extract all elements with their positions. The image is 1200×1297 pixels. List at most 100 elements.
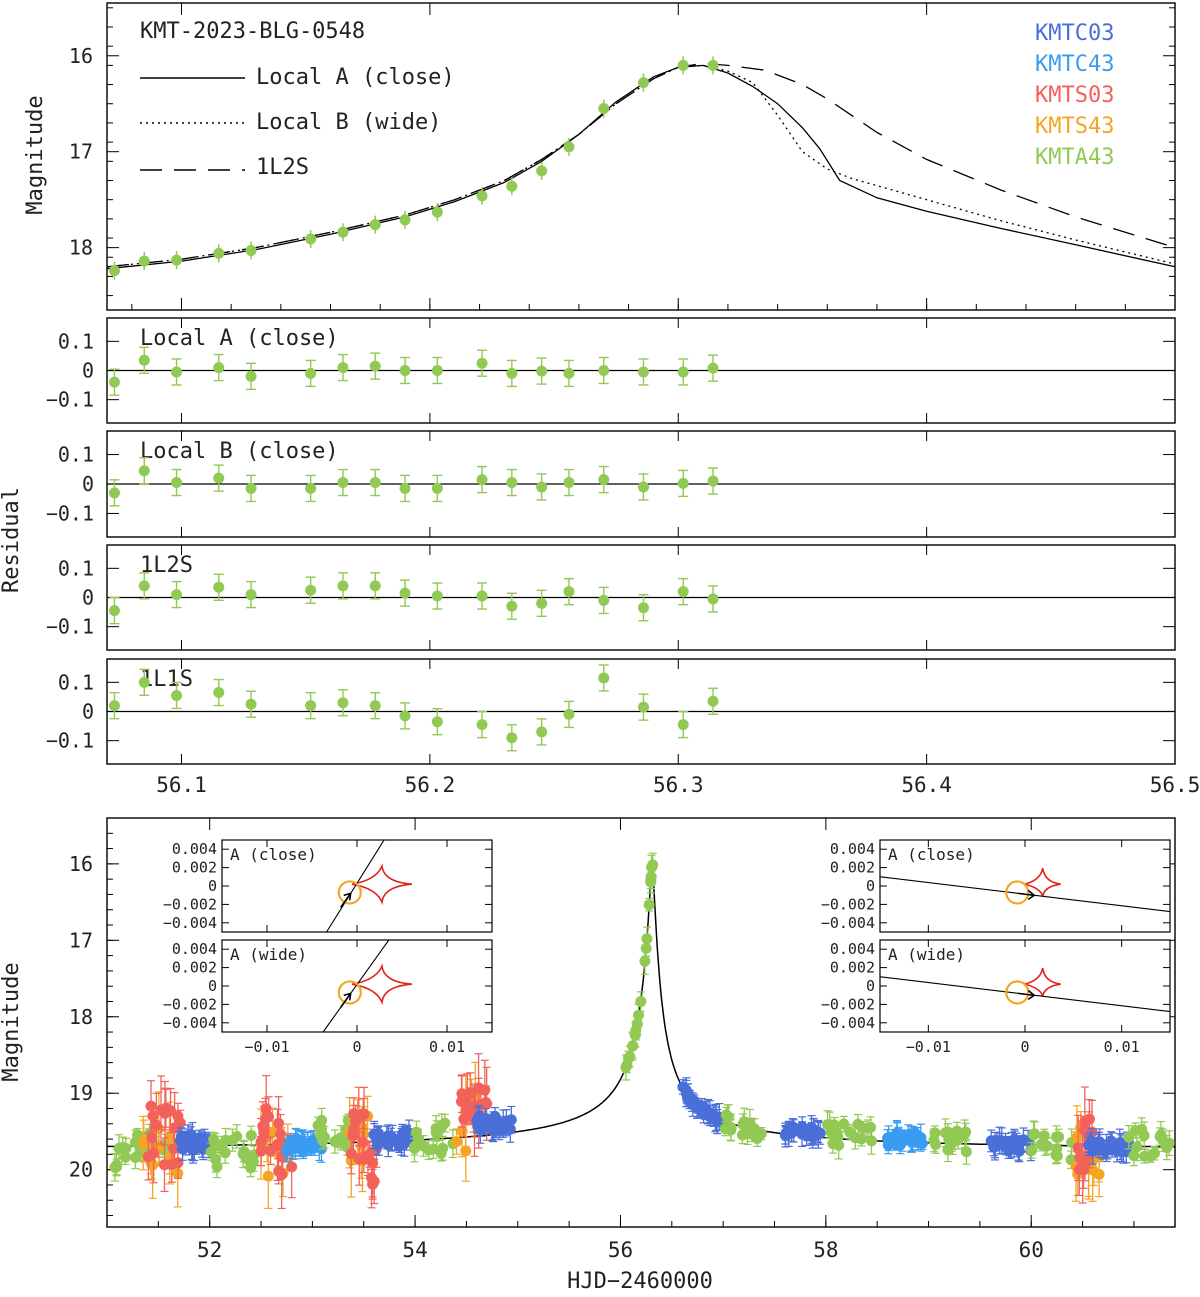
bottom-data-point bbox=[460, 1145, 472, 1157]
inset-ytick-label: 0 bbox=[866, 877, 875, 895]
inset-arrow bbox=[1018, 889, 1035, 901]
inset-source-circle bbox=[337, 880, 362, 905]
residual-data-point bbox=[369, 477, 381, 489]
residual-data-point bbox=[563, 586, 575, 598]
bottom-data-point bbox=[890, 1131, 902, 1143]
inset-ytick-label: −0.002 bbox=[163, 895, 217, 913]
top-data-point bbox=[213, 247, 225, 259]
bottom-data-point bbox=[142, 1151, 154, 1163]
bottom-data-point bbox=[163, 1132, 175, 1144]
inset-trajectory bbox=[322, 939, 390, 1033]
residual-data-point bbox=[305, 584, 317, 596]
bottom-xtick-label: 54 bbox=[402, 1238, 427, 1262]
residual-data-point bbox=[431, 365, 443, 376]
bottom-data-point bbox=[1003, 1138, 1015, 1150]
inset-ytick-label: 0 bbox=[866, 977, 875, 995]
inset-ytick-label: 0.004 bbox=[172, 940, 217, 958]
residual-data-point bbox=[598, 594, 610, 606]
top-data-point bbox=[677, 59, 689, 71]
bottom-data-point bbox=[640, 942, 652, 954]
residual-data-point bbox=[637, 366, 649, 378]
bottom-data-point bbox=[412, 1133, 424, 1145]
bottom-data-point bbox=[1123, 1131, 1135, 1143]
bottom-data-point bbox=[353, 1153, 365, 1165]
bottom-data-point bbox=[456, 1125, 468, 1137]
residual-ytick-label: −0.1 bbox=[46, 501, 94, 525]
inset-label: A (close) bbox=[230, 845, 317, 864]
residual-ytick-label: 0.1 bbox=[58, 556, 94, 580]
bottom-data-point bbox=[1148, 1147, 1160, 1159]
bottom-data-point bbox=[505, 1114, 517, 1126]
inset-arrow bbox=[340, 892, 352, 908]
residual-data-point bbox=[171, 366, 183, 378]
legend-kmts43: KMTS43 bbox=[1035, 114, 1114, 139]
bottom-data-point bbox=[489, 1110, 501, 1122]
inset-ytick-label: 0.002 bbox=[830, 859, 875, 877]
bottom-data-point bbox=[345, 1148, 357, 1160]
inset-xtick-label: 0 bbox=[352, 1038, 361, 1056]
bottom-data-point bbox=[386, 1132, 398, 1144]
top-data-point bbox=[171, 254, 183, 266]
residual-ytick-label: 0 bbox=[82, 700, 94, 724]
bottom-data-point bbox=[620, 1061, 632, 1073]
bottom-ytick-label: 17 bbox=[69, 928, 93, 952]
inset-label: A (wide) bbox=[888, 945, 965, 964]
bottom-data-point bbox=[989, 1141, 1001, 1153]
bottom-data-point bbox=[370, 1132, 382, 1144]
top-data-point bbox=[108, 265, 120, 277]
bottom-data-point bbox=[1051, 1150, 1063, 1162]
bottom-data-point bbox=[119, 1151, 131, 1163]
residual-data-point bbox=[707, 695, 719, 707]
top-frame bbox=[106, 2, 1176, 311]
bottom-data-point bbox=[624, 1051, 636, 1063]
residual-data-point bbox=[677, 719, 689, 731]
inset-ytick-label: 0.004 bbox=[830, 940, 875, 958]
residual-data-point bbox=[598, 474, 610, 486]
inset-ytick-label: 0.002 bbox=[172, 859, 217, 877]
residual-panel-label: 1L2S bbox=[140, 553, 193, 578]
residual-data-point bbox=[598, 365, 610, 376]
residual-data-point bbox=[305, 700, 317, 712]
bottom-data-point bbox=[455, 1096, 467, 1108]
inset-ytick-label: −0.004 bbox=[163, 1014, 217, 1032]
bottom-data-point bbox=[643, 899, 655, 911]
bottom-data-point bbox=[806, 1127, 818, 1139]
bottom-data-point bbox=[639, 955, 651, 967]
residual-data-point bbox=[138, 465, 150, 477]
bottom-data-point bbox=[723, 1111, 735, 1123]
top-data-point bbox=[536, 165, 548, 177]
inset-label: A (close) bbox=[888, 845, 975, 864]
top-lightcurve-panel: 16 17 18 bbox=[69, 2, 1176, 311]
inset-ytick-label: −0.002 bbox=[163, 995, 217, 1013]
bottom-data-point bbox=[433, 1125, 445, 1137]
residual-xtick-label: 56.1 bbox=[156, 773, 207, 797]
bottom-data-point bbox=[196, 1136, 208, 1148]
bottom-xtick-label: 58 bbox=[813, 1238, 838, 1262]
bottom-data-point bbox=[423, 1144, 435, 1156]
bottom-data-point bbox=[633, 1009, 645, 1021]
top-data-point bbox=[637, 77, 649, 89]
bottom-data-point bbox=[273, 1165, 285, 1177]
bottom-data-point bbox=[155, 1104, 167, 1116]
bottom-data-point bbox=[1155, 1129, 1167, 1141]
bottom-data-point bbox=[1129, 1125, 1141, 1137]
bottom-data-point bbox=[481, 1098, 493, 1110]
residual-data-point bbox=[369, 360, 381, 372]
bottom-data-point bbox=[211, 1161, 223, 1173]
residual-data-point bbox=[399, 710, 411, 722]
inset-caustic bbox=[351, 863, 413, 906]
residual-data-point bbox=[637, 602, 649, 614]
bottom-ytick-label: 18 bbox=[69, 1005, 93, 1029]
residual-data-point bbox=[213, 581, 225, 593]
residual-data-point bbox=[337, 580, 349, 592]
residual-data-point bbox=[677, 586, 689, 598]
residual-data-point bbox=[108, 700, 120, 712]
bottom-data-point bbox=[450, 1136, 462, 1148]
top-data-point bbox=[476, 190, 488, 202]
residual-xtick-label: 56.4 bbox=[901, 773, 952, 797]
residual-ytick-label: −0.1 bbox=[46, 729, 94, 753]
residual-data-point bbox=[138, 580, 150, 592]
residual-data-point bbox=[677, 477, 689, 489]
inset-arrow bbox=[1018, 989, 1035, 1001]
